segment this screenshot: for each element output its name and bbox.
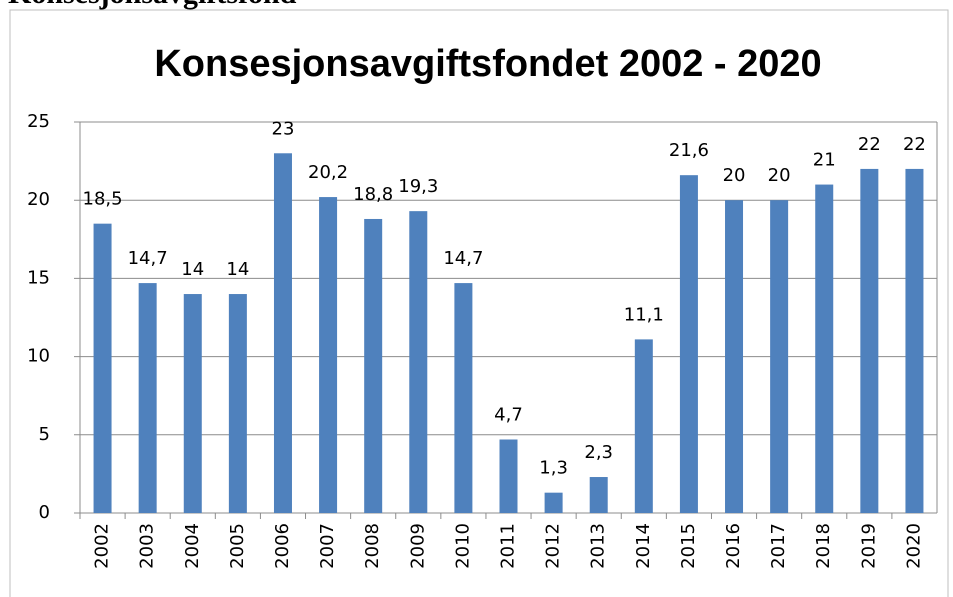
data-label: 4,7 (494, 404, 523, 425)
bar (860, 168, 879, 514)
x-tick-label: 2019 (858, 523, 879, 569)
y-tick-label: 5 (39, 424, 50, 445)
bar (183, 294, 202, 513)
bar (815, 184, 834, 513)
bar (409, 211, 428, 513)
bar (544, 492, 563, 513)
data-label: 20 (723, 165, 746, 186)
bar (454, 283, 473, 513)
bar (905, 168, 924, 514)
x-tick-label: 2012 (543, 523, 564, 569)
x-tick-label: 2002 (92, 523, 113, 569)
x-tick-label: 2008 (362, 523, 383, 569)
data-label: 23 (272, 118, 295, 139)
x-tick-label: 2006 (272, 523, 293, 569)
x-tick-label: 2005 (227, 523, 248, 569)
data-label: 14,7 (128, 248, 168, 269)
bar (770, 200, 789, 513)
data-label: 22 (858, 134, 881, 155)
x-tick-label: 2003 (137, 523, 158, 569)
bar (93, 223, 112, 513)
bar (228, 294, 247, 513)
x-tick-label: 2011 (498, 523, 519, 569)
y-tick-label: 25 (27, 111, 50, 132)
data-label: 21,6 (669, 140, 709, 161)
x-tick-label: 2009 (407, 523, 428, 569)
x-tick-label: 2010 (452, 523, 473, 569)
bar (589, 477, 608, 513)
y-tick-label: 10 (27, 346, 50, 367)
bar (679, 175, 698, 513)
x-tick-label: 2014 (633, 523, 654, 569)
bar (364, 218, 383, 513)
x-tick-label: 2017 (768, 523, 789, 569)
chart-frame (9, 9, 949, 597)
data-label: 22 (903, 134, 926, 155)
chart-title: Konsesjonsavgiftsfondet 2002 - 2020 (154, 43, 821, 85)
data-label: 18,8 (353, 184, 393, 205)
y-tick-label: 0 (39, 502, 50, 523)
data-label: 18,5 (83, 189, 123, 210)
bar (499, 439, 518, 513)
page-heading: Konsesjonsavgiftsfond (8, 0, 297, 10)
data-label: 20 (768, 165, 791, 186)
data-label: 20,2 (308, 162, 348, 183)
bar (634, 339, 653, 513)
data-label: 14 (226, 259, 249, 280)
x-tick-label: 2004 (182, 523, 203, 569)
data-label: 11,1 (624, 304, 664, 325)
x-tick-label: 2015 (678, 523, 699, 569)
data-label: 14 (181, 259, 204, 280)
x-tick-label: 2018 (813, 523, 834, 569)
x-tick-label: 2007 (317, 523, 338, 569)
bar (319, 197, 338, 513)
data-label: 1,3 (539, 458, 568, 479)
y-tick-label: 20 (27, 189, 50, 210)
x-tick-label: 2016 (723, 523, 744, 569)
data-label: 19,3 (398, 176, 438, 197)
bar (725, 200, 744, 513)
data-label: 21 (813, 150, 836, 171)
bar (273, 153, 292, 513)
y-tick-label: 15 (27, 267, 50, 288)
bar (138, 283, 157, 513)
x-tick-label: 2013 (588, 523, 609, 569)
data-label: 2,3 (584, 442, 613, 463)
x-tick-label: 2020 (903, 523, 924, 569)
data-label: 14,7 (443, 248, 483, 269)
